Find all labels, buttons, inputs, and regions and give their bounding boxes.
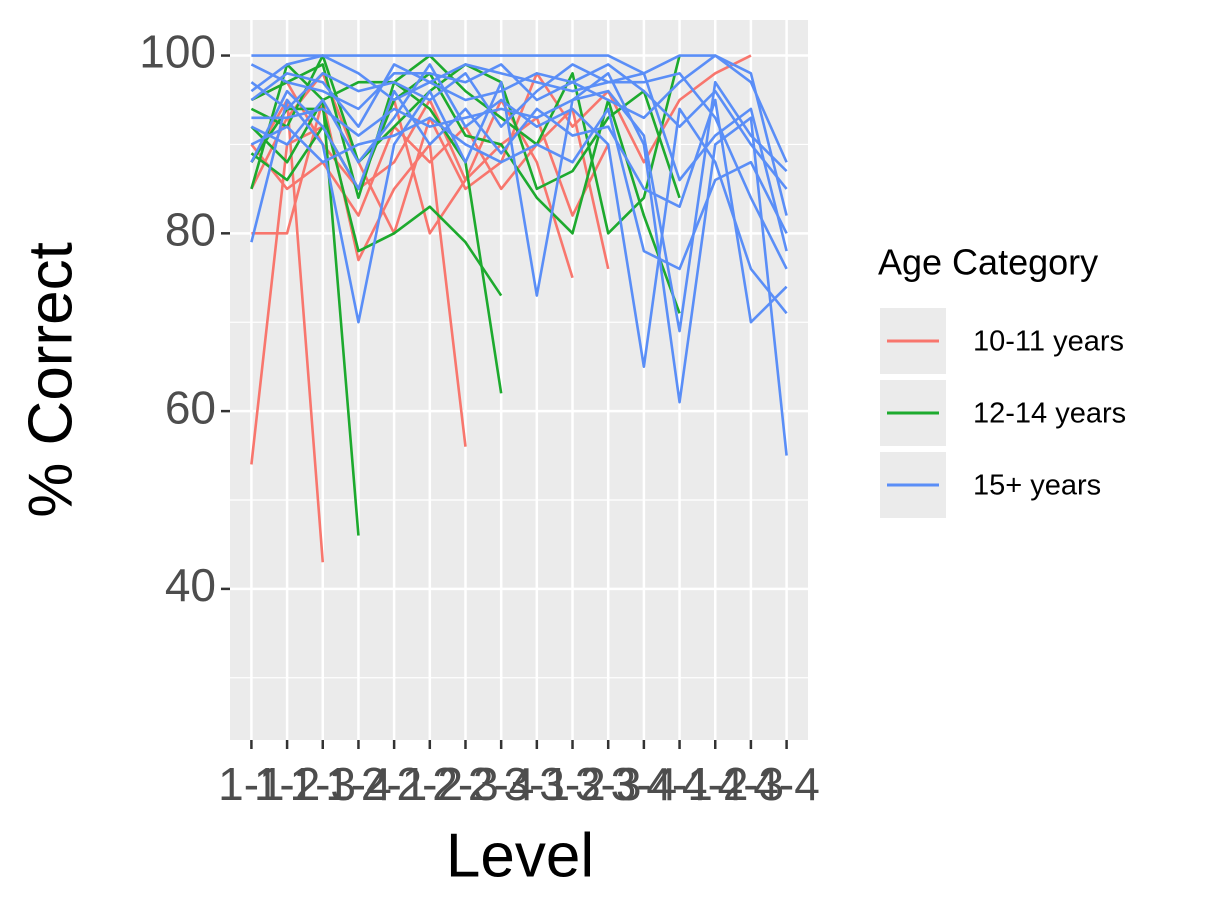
- x-tick-label: 3-2: [539, 758, 605, 810]
- y-axis-title: % Correct: [16, 242, 85, 518]
- participant-line: [250, 63, 788, 190]
- x-tick-label: 3-4: [611, 758, 677, 810]
- x-tick-label: 4-2: [682, 758, 748, 810]
- x-tick-label: 2-3: [432, 758, 498, 810]
- x-tick-label: 1-3: [290, 758, 356, 810]
- legend-label: 15+ years: [973, 470, 1101, 502]
- participant-line: [250, 107, 788, 271]
- y-tick-label: 100: [139, 26, 216, 78]
- participant-line: [250, 89, 788, 324]
- participant-line: [251, 80, 788, 333]
- y-tick-label: 60: [165, 381, 216, 433]
- x-tick-label: 1-4: [325, 758, 391, 810]
- participant-line: [251, 54, 788, 163]
- participant-line: [250, 107, 610, 270]
- participant-line: [250, 63, 788, 252]
- participant-line: [250, 72, 788, 456]
- y-tick-label: 40: [165, 559, 216, 611]
- x-tick-label: 1-1: [218, 758, 284, 810]
- x-tick-label: 2-4: [468, 758, 534, 810]
- x-tick-label: 2-1: [361, 758, 427, 810]
- x-axis-title: Level: [446, 821, 594, 890]
- legend-label: 10-11 years: [973, 326, 1124, 358]
- x-tick-label: 4-4: [753, 758, 819, 810]
- legend-label: 12-14 years: [973, 398, 1126, 430]
- participant-line: [250, 98, 360, 536]
- x-tick-label: 4-1: [646, 758, 712, 810]
- x-tick-label: 3-1: [504, 758, 570, 810]
- panel: [230, 20, 808, 740]
- x-tick-label: 2-2: [397, 758, 463, 810]
- x-tick-label: 3-3: [575, 758, 641, 810]
- legend-title: Age Category: [878, 242, 1098, 283]
- y-tick-label: 80: [165, 203, 216, 255]
- x-tick-label: 4-3: [718, 758, 784, 810]
- participant-line: [250, 54, 788, 270]
- x-tick-label: 1-2: [254, 758, 320, 810]
